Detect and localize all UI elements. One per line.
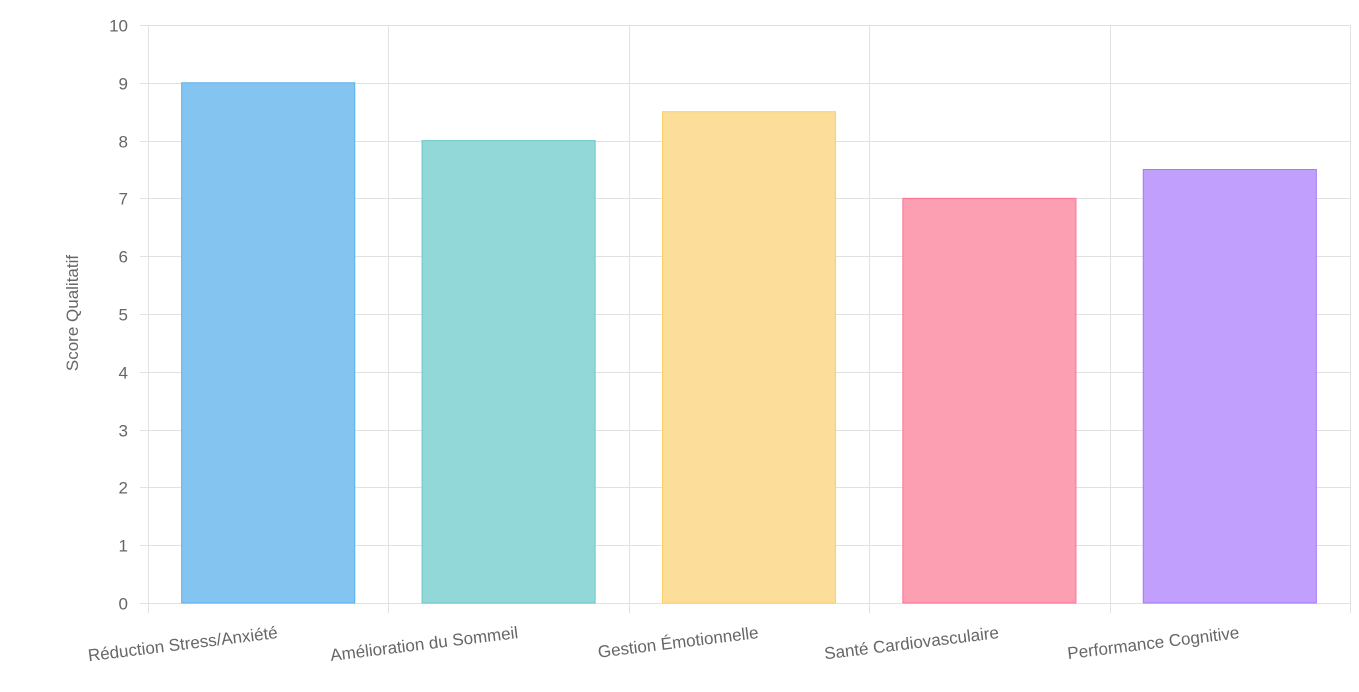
- x-axis-ticks: Réduction Stress/Anxiété Amélioration du …: [87, 623, 1240, 665]
- x-tick-label: Amélioration du Sommeil: [329, 623, 519, 665]
- y-tick-label: 8: [119, 133, 128, 152]
- y-tick-label: 1: [119, 537, 128, 556]
- y-tick-label: 2: [119, 479, 128, 498]
- y-axis-title: Score Qualitatif: [63, 255, 82, 371]
- x-tick-label: Performance Cognitive: [1066, 623, 1240, 663]
- y-tick-label: 4: [119, 364, 128, 383]
- y-tick-label: 9: [119, 75, 128, 94]
- y-tick-label: 6: [119, 248, 128, 267]
- bar: [1142, 169, 1317, 604]
- bar: [902, 197, 1077, 604]
- bars: [181, 82, 1317, 604]
- y-tick-label: 7: [119, 190, 128, 209]
- y-tick-label: 0: [119, 595, 128, 614]
- y-axis-ticks: 0 1 2 3 4 5 6 7 8 9 10: [109, 17, 128, 614]
- bar: [181, 82, 356, 604]
- x-tick-label: Gestion Émotionnelle: [597, 623, 760, 662]
- y-tick-label: 5: [119, 306, 128, 325]
- x-tick-label: Santé Cardiovasculaire: [823, 623, 1000, 663]
- y-tick-label: 10: [109, 17, 128, 36]
- bar: [661, 111, 837, 604]
- y-tick-label: 3: [119, 422, 128, 441]
- bar: [421, 140, 596, 604]
- x-tick-label: Réduction Stress/Anxiété: [87, 623, 279, 665]
